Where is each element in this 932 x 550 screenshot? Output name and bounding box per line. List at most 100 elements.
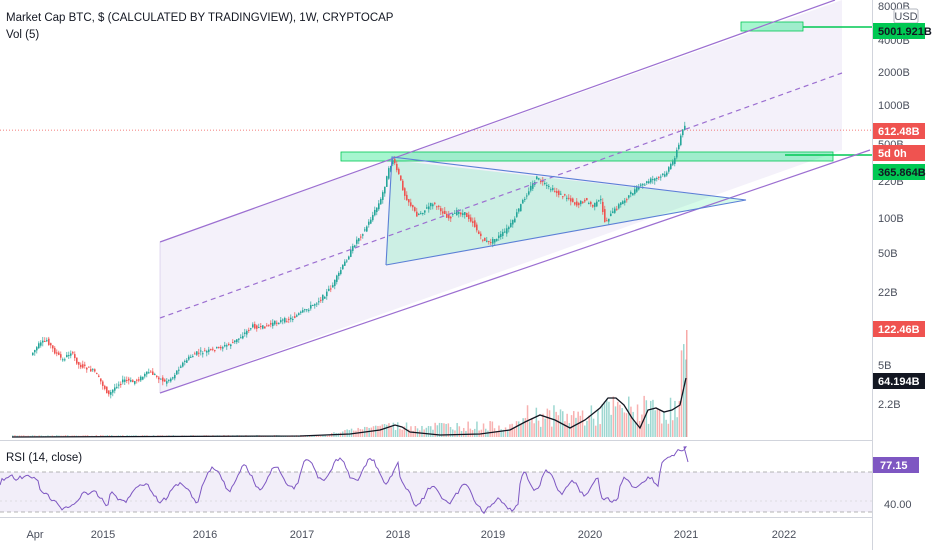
candle <box>684 125 686 130</box>
volume-bar <box>674 400 676 437</box>
support-zone[interactable] <box>340 151 834 162</box>
volume-bar <box>427 426 430 437</box>
volume-bar <box>388 423 390 437</box>
price-tick-label: 22B <box>878 287 898 299</box>
candle <box>164 379 166 382</box>
candle <box>626 199 628 201</box>
candle <box>620 202 622 205</box>
channel-lower-line[interactable] <box>159 149 871 394</box>
candle <box>236 339 238 343</box>
candle <box>150 371 152 373</box>
candle <box>348 256 350 260</box>
volume-bar <box>537 420 540 437</box>
candle <box>62 359 64 361</box>
candle <box>646 181 648 184</box>
candle <box>380 199 382 205</box>
rsi-current-bg <box>873 457 919 473</box>
candle <box>652 179 654 181</box>
main-pane[interactable] <box>0 0 872 440</box>
candle <box>488 240 490 242</box>
target-zone[interactable] <box>740 21 804 32</box>
volume-bar <box>414 426 417 437</box>
volume-bar <box>100 435 102 437</box>
candle <box>470 217 472 222</box>
volume-bar <box>392 422 395 437</box>
volume-bar <box>621 408 623 437</box>
candle <box>532 183 534 189</box>
candle <box>70 353 72 356</box>
candle <box>508 227 510 230</box>
candle <box>68 355 70 357</box>
candle <box>676 149 678 158</box>
candle <box>408 199 410 203</box>
candle <box>264 326 266 329</box>
volume-bar <box>584 425 586 437</box>
time-axis[interactable]: Apr 2015 2016 2017 2018 2019 2020 2021 2022 <box>26 529 796 541</box>
candle <box>302 310 304 313</box>
time-tick-label: 2021 <box>674 529 698 541</box>
candle <box>260 326 262 328</box>
candle <box>406 194 408 201</box>
volume-bar <box>573 411 575 437</box>
candle <box>570 198 572 202</box>
price-axis[interactable]: 8000B4000B2000B1000B500B220B100B50B22B10… <box>878 1 910 411</box>
candle <box>140 376 142 381</box>
volume-bar <box>350 428 353 437</box>
volume-bar <box>328 435 331 437</box>
candle <box>168 379 170 381</box>
candle <box>632 193 634 196</box>
candle <box>458 211 460 214</box>
channel-upper-line[interactable] <box>159 0 836 243</box>
candle <box>194 353 196 355</box>
volume-bar <box>511 423 513 437</box>
volume-bar <box>394 430 397 437</box>
candle <box>138 379 140 381</box>
volume-bar <box>509 424 511 437</box>
candle <box>558 190 560 195</box>
volume-bar <box>474 428 476 437</box>
time-tick-label: 2019 <box>481 529 505 541</box>
volume-bar <box>489 421 491 437</box>
volume-bar <box>454 430 456 437</box>
candle <box>650 178 652 183</box>
price-tag: 64.194B <box>873 373 925 389</box>
rsi-axis: 40.00 77.15 <box>873 457 919 511</box>
candle <box>154 374 156 376</box>
price-tag: 5001.921B <box>873 23 932 39</box>
candle <box>196 351 198 355</box>
candle <box>116 386 118 388</box>
time-tick-label: 2016 <box>193 529 217 541</box>
price-tick-label: 50B <box>878 248 898 260</box>
candle <box>314 304 316 306</box>
volume-bar <box>500 429 502 437</box>
volume-bar <box>344 430 346 437</box>
price-tags: 5001.921B 612.48B 5d 0h 365.864B 122.46B 64.1… <box>873 23 932 389</box>
candle <box>214 350 216 352</box>
candle <box>218 346 220 348</box>
volume-bar <box>595 425 597 437</box>
candle <box>478 231 480 234</box>
volume-bar <box>553 405 555 437</box>
candle <box>178 369 180 371</box>
volume-bar <box>397 422 399 437</box>
volume-bar <box>555 411 557 437</box>
volume-bar <box>507 430 509 437</box>
candle <box>338 272 340 276</box>
volume-bar <box>603 401 606 437</box>
volume-bar <box>636 404 639 437</box>
candle <box>346 260 348 262</box>
candle <box>204 350 206 352</box>
channel-mid-line[interactable] <box>159 72 843 319</box>
candle <box>590 201 592 205</box>
candle <box>576 201 578 206</box>
candle <box>456 210 458 216</box>
volume-bar <box>643 395 645 437</box>
volume-bar <box>566 413 568 437</box>
candle <box>48 338 50 345</box>
triangle-pattern[interactable] <box>385 156 747 266</box>
candle <box>512 220 514 225</box>
price-tag-bg <box>873 164 925 180</box>
volume-bar <box>575 417 577 437</box>
volume-bar <box>361 429 364 437</box>
volume-bar <box>452 429 454 437</box>
